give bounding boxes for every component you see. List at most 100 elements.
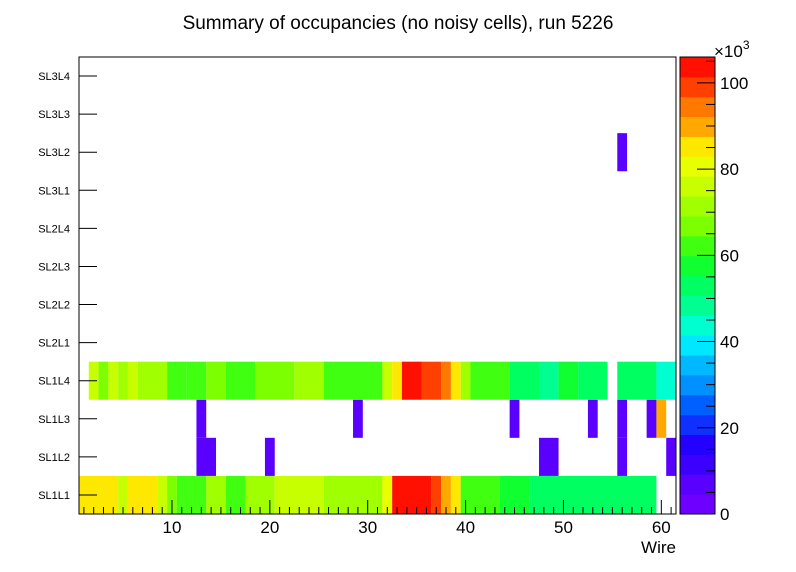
heatmap-cell <box>441 475 451 514</box>
color-scale-band <box>680 196 715 217</box>
color-scale-band <box>680 136 715 157</box>
heatmap-cell <box>392 475 432 514</box>
heatmap-cell <box>186 361 207 400</box>
color-scale-band <box>680 374 715 396</box>
color-scale-band <box>680 275 715 296</box>
color-scale-band <box>680 494 715 515</box>
color-scale-band <box>680 235 715 257</box>
heatmap-cell <box>196 437 217 476</box>
x-tick-label: 50 <box>554 518 573 537</box>
heatmap-cell <box>382 475 393 514</box>
heatmap-cell <box>538 361 559 400</box>
x-tick-label: 10 <box>163 518 182 537</box>
heatmap-cell <box>509 361 539 400</box>
color-scale-band <box>680 394 715 416</box>
heatmap-cell <box>666 437 676 476</box>
color-scale <box>680 57 715 515</box>
heatmap-cell <box>206 475 226 514</box>
color-scale-band <box>680 96 715 118</box>
color-scale-band <box>680 295 715 316</box>
heatmap-cell <box>225 475 246 514</box>
heatmap-cell <box>617 361 657 400</box>
x-axis-ticks: 10 20 30 40 50 60 <box>83 500 672 537</box>
heatmap-cell <box>460 361 471 400</box>
y-tick-label: SL3L3 <box>38 109 70 121</box>
y-tick-label: SL2L2 <box>38 300 70 312</box>
x-tick-label: 20 <box>260 518 279 537</box>
heatmap-cell <box>206 361 226 400</box>
heatmap-cell <box>157 475 168 514</box>
heatmap-cell <box>392 361 402 400</box>
heatmap-cell <box>353 399 363 438</box>
z-tick-label: 0 <box>720 505 729 524</box>
heatmap-cell <box>460 475 500 514</box>
color-scale-band <box>680 156 715 177</box>
color-scale-band <box>680 335 715 356</box>
heatmap-cell <box>470 361 510 400</box>
heatmap-cell <box>127 361 138 400</box>
heatmap-cell <box>323 475 383 514</box>
z-tick-label: 60 <box>720 246 739 265</box>
heatmap-cell <box>401 361 422 400</box>
heatmap-cell <box>646 399 657 438</box>
y-axis-labels: SL1L1 SL1L2 SL1L3 SL1L4 SL2L1 SL2L2 SL2L3 SL2L4… <box>38 71 97 502</box>
heatmap-cell <box>450 475 461 514</box>
z-tick-label: 20 <box>720 419 739 438</box>
y-tick-label: SL1L4 <box>38 376 70 388</box>
y-tick-label: SL1L2 <box>38 452 70 464</box>
chart-title: Summary of occupancies (no noisy cells),… <box>183 13 614 34</box>
heatmap-cell <box>167 475 177 514</box>
color-scale-band <box>680 57 715 78</box>
heatmap-cell <box>294 361 324 400</box>
heatmap-cell <box>108 361 119 400</box>
heatmap-cell <box>617 399 628 438</box>
heatmap-cell <box>441 361 451 400</box>
heatmap-cell <box>196 399 207 438</box>
color-scale-band <box>680 176 715 197</box>
color-scale-band <box>680 474 715 495</box>
z-tick-label: 80 <box>720 160 739 179</box>
heatmap-cell <box>118 361 128 400</box>
color-scale-band <box>680 355 715 376</box>
z-tick-label: 40 <box>720 333 739 352</box>
heatmap-cell <box>538 437 559 476</box>
heatmap-cell <box>617 437 628 476</box>
y-tick-label: SL3L1 <box>38 185 70 197</box>
color-scale-band <box>680 76 715 98</box>
y-tick-label: SL2L1 <box>38 338 70 350</box>
heatmap-cell <box>450 361 461 400</box>
color-scale-ticks: 0 20 40 60 80 100 <box>697 60 748 524</box>
y-tick-label: SL3L4 <box>38 71 70 83</box>
y-tick-label: SL2L4 <box>38 223 70 235</box>
heatmap-cell <box>431 475 442 514</box>
color-scale-band <box>680 116 715 137</box>
x-tick-label: 60 <box>652 518 671 537</box>
color-scale-band <box>680 315 715 336</box>
z-tick-label: 100 <box>720 74 748 93</box>
plot-frame <box>78 56 677 515</box>
heatmap-cell <box>118 475 128 514</box>
heatmap-cell <box>578 361 608 400</box>
heatmap-cell <box>167 361 187 400</box>
heatmap-cell <box>264 437 275 476</box>
heatmap-cell <box>225 361 256 400</box>
y-tick-label: SL1L1 <box>38 490 70 502</box>
color-scale-band <box>680 414 715 436</box>
color-scale-band <box>680 255 715 277</box>
heatmap-cell <box>323 361 383 400</box>
x-tick-label: 40 <box>456 518 475 537</box>
heatmap-cell <box>255 361 295 400</box>
heatmap-cell <box>558 361 579 400</box>
heatmap-cell <box>617 133 628 172</box>
heatmap-cell <box>587 399 598 438</box>
y-tick-label: SL3L2 <box>38 147 70 159</box>
heatmap-cell <box>509 399 520 438</box>
y-tick-label: SL1L3 <box>38 414 70 426</box>
color-scale-multiplier: ×103 <box>714 38 750 61</box>
x-tick-label: 30 <box>358 518 377 537</box>
heatmap-cell <box>382 361 393 400</box>
color-scale-band <box>680 434 715 455</box>
x-axis-label: Wire <box>641 538 676 557</box>
heatmap-cell <box>656 361 676 400</box>
y-tick-label: SL2L3 <box>38 261 70 273</box>
